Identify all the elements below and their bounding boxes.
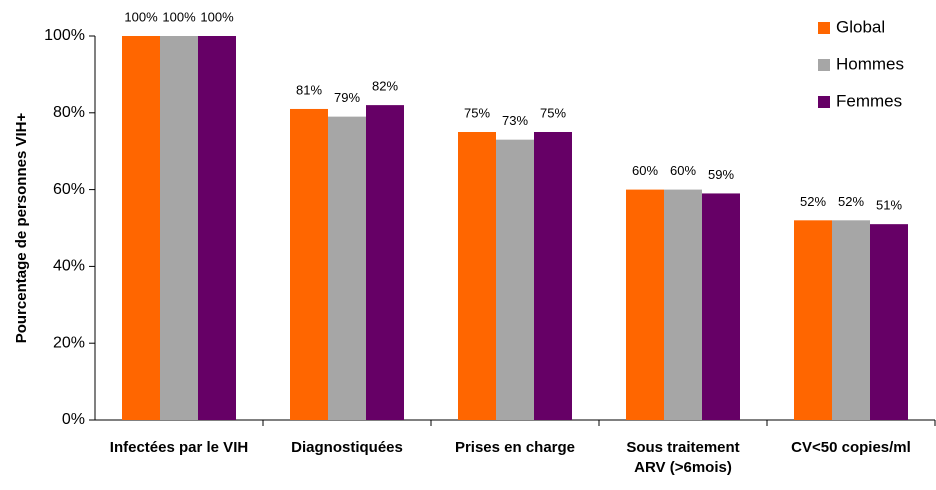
legend-label: Femmes [836,91,902,110]
bar [702,193,740,420]
value-label: 100% [200,9,234,24]
bar [832,220,870,420]
x-tick-label: Sous traitement ARV (>6mois) [626,439,740,476]
bar [366,105,404,421]
x-tick-label: Prises en charge [454,439,576,456]
bar [534,132,572,420]
value-label: 75% [540,105,566,120]
legend-label: Global [836,17,885,36]
value-label: 52% [838,194,864,209]
bar [626,189,664,420]
y-tick-label: 20% [53,334,85,351]
bar [328,116,366,420]
value-label: 81% [296,82,322,97]
bar [122,36,160,420]
y-tick-label: 40% [53,258,85,275]
bar [160,36,198,420]
x-tick-label: Infectées par le VIH [109,439,249,456]
x-tick-label: CV<50 copies/ml [791,439,911,456]
value-label: 79% [334,90,360,105]
value-label: 100% [124,9,158,24]
value-label: 73% [502,113,528,128]
bar [458,132,496,420]
legend-label: Hommes [836,54,904,73]
value-label: 75% [464,105,490,120]
value-label: 60% [670,163,696,178]
bar [664,189,702,420]
y-axis-label: Pourcentage de personnes VIH+ [13,113,30,344]
bar [198,36,236,420]
bar [794,220,832,420]
legend-swatch [818,22,830,34]
x-tick-label: Diagnostiquées [291,439,403,456]
y-tick-label: 60% [53,181,85,198]
y-tick-label: 100% [44,27,85,44]
bar [496,139,534,420]
value-label: 51% [876,198,902,213]
y-tick-label: 0% [62,411,85,428]
legend-swatch [818,96,830,108]
legend-swatch [818,59,830,71]
y-tick-label: 80% [53,104,85,121]
bar [290,108,328,421]
value-label: 52% [800,194,826,209]
value-label: 59% [708,167,734,182]
value-label: 60% [632,163,658,178]
bar [870,224,908,420]
value-label: 82% [372,79,398,94]
value-label: 100% [162,9,196,24]
